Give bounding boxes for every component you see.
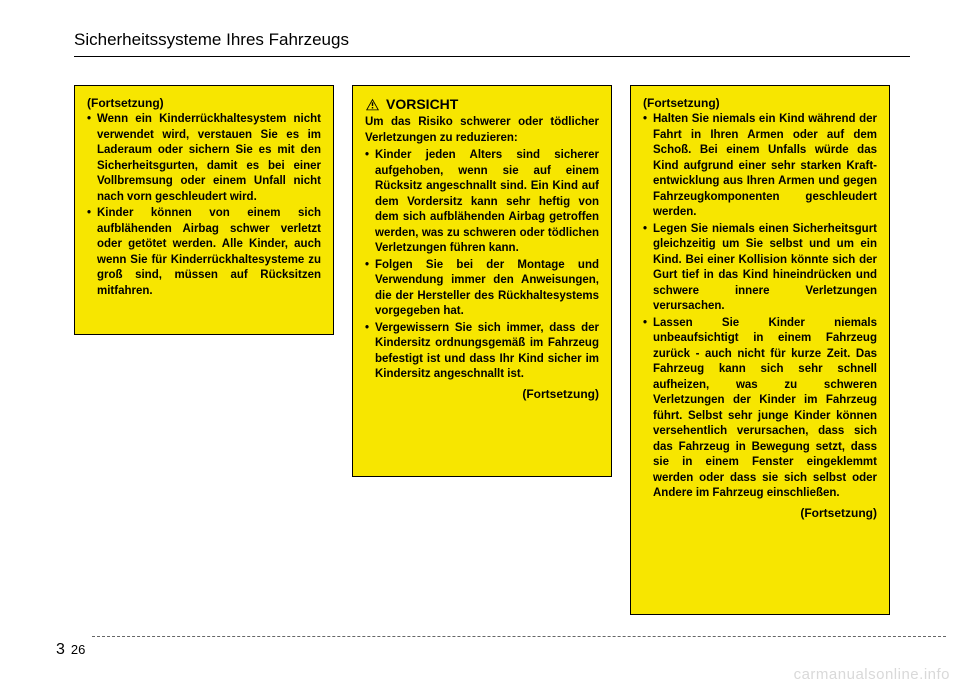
warning-triangle-icon [365, 98, 380, 111]
box2-list: Kinder jeden Alters sind sicherer aufgeh… [365, 148, 599, 383]
watermark: carmanualsonline.info [794, 666, 950, 683]
box2-continuation: (Fortsetzung) [365, 387, 599, 401]
list-item: Kinder können von einem sich aufblähende… [87, 206, 321, 299]
box3-list: Halten Sie niemals ein Kind während der … [643, 112, 877, 502]
box2-intro: Um das Risiko schwerer oder tödlicher Ve… [365, 115, 599, 146]
box1-list: Wenn ein Kinderrückhaltesystem nicht ver… [87, 112, 321, 299]
list-item: Kinder jeden Alters sind sicherer aufgeh… [365, 148, 599, 257]
list-item: Folgen Sie bei der Montage und Verwendun… [365, 258, 599, 320]
list-item: Wenn ein Kinderrückhaltesystem nicht ver… [87, 112, 321, 205]
caution-label: VORSICHT [386, 96, 458, 112]
manual-page: Sicherheitssysteme Ihres Fahrzeugs (Fort… [0, 0, 960, 689]
warning-box-2: VORSICHT Um das Risiko schwerer oder töd… [352, 85, 612, 477]
caution-header: VORSICHT [365, 96, 599, 112]
box3-heading: (Fortsetzung) [643, 96, 877, 110]
box1-heading: (Fortsetzung) [87, 96, 321, 110]
section-number: 3 [56, 641, 65, 659]
list-item: Vergewissern Sie sich immer, dass der Ki… [365, 321, 599, 383]
content-columns: (Fortsetzung) Wenn ein Kinderrückhaltesy… [74, 85, 910, 615]
warning-box-1: (Fortsetzung) Wenn ein Kinderrückhaltesy… [74, 85, 334, 335]
box3-continuation: (Fortsetzung) [643, 506, 877, 520]
page-number: 26 [71, 642, 85, 657]
warning-box-3: (Fortsetzung) Halten Sie niemals ein Kin… [630, 85, 890, 615]
footer-divider [92, 636, 946, 637]
page-footer: 3 26 [56, 636, 910, 659]
page-numbers: 3 26 [56, 641, 910, 659]
page-header: Sicherheitssysteme Ihres Fahrzeugs [74, 30, 910, 57]
page-title: Sicherheitssysteme Ihres Fahrzeugs [74, 30, 910, 50]
list-item: Halten Sie niemals ein Kind während der … [643, 112, 877, 221]
list-item: Lassen Sie Kinder niemals unbeaufsichtig… [643, 316, 877, 502]
list-item: Legen Sie niemals einen Sicherheitsgurt … [643, 222, 877, 315]
